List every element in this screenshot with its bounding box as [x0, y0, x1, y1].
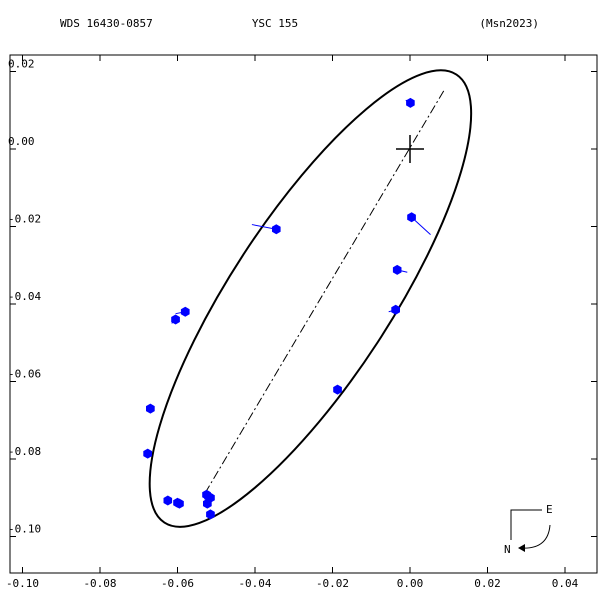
x-tick-label: -0.02: [316, 577, 349, 590]
y-tick-labels: 0.02 0.00 -0.02 -0.04 -0.06 -0.08 -0.10: [8, 58, 41, 536]
observation-point: [146, 403, 155, 414]
x-tick-label: -0.10: [6, 577, 39, 590]
observation-point: [406, 97, 415, 108]
observation-point: [171, 314, 180, 325]
observation-point: [272, 224, 281, 235]
orientation-compass: E N: [504, 503, 553, 556]
compass-east-label: E: [546, 503, 553, 516]
y-tick-label: 0.00: [8, 135, 35, 148]
observation-point: [392, 264, 402, 275]
catalog-id: YSC 155: [252, 17, 298, 30]
y-tick-label: -0.02: [8, 213, 41, 226]
x-tick-label: -0.08: [83, 577, 116, 590]
y-tick-label: -0.10: [8, 523, 41, 536]
observation-point: [203, 498, 212, 509]
observation-point: [206, 509, 215, 520]
x-tick-label: 0.00: [397, 577, 424, 590]
observation-point: [175, 498, 184, 509]
compass-axes: [510, 509, 542, 540]
observation-point: [333, 384, 342, 395]
observation-points: [143, 97, 416, 520]
plot-frame: [9, 54, 598, 574]
observation-point: [143, 448, 152, 459]
primary-star-marker: [396, 135, 424, 163]
x-tick-label: 0.02: [474, 577, 501, 590]
axis-ticks: [10, 55, 597, 573]
y-tick-label: -0.06: [8, 368, 41, 381]
orbit-reference: (Msn2023): [479, 17, 539, 30]
x-tick-label: -0.06: [161, 577, 194, 590]
x-tick-labels: -0.10 -0.08 -0.06 -0.04 -0.02 0.00 0.02 0.04: [6, 577, 579, 590]
x-tick-label: 0.04: [552, 577, 579, 590]
compass-north-label: N: [504, 543, 511, 556]
observation-point: [391, 304, 400, 315]
line-of-nodes: [204, 90, 445, 495]
y-tick-label: -0.04: [8, 290, 41, 303]
observation-point: [163, 495, 173, 506]
observation-point: [180, 306, 190, 317]
star-designation: WDS 16430-0857: [60, 17, 153, 30]
compass-arrowhead: [518, 544, 525, 552]
y-tick-label: -0.08: [8, 445, 41, 458]
orbit-ellipse: [148, 69, 473, 528]
y-tick-label: 0.02: [8, 58, 35, 71]
x-tick-label: -0.04: [238, 577, 271, 590]
observation-point: [407, 212, 416, 223]
